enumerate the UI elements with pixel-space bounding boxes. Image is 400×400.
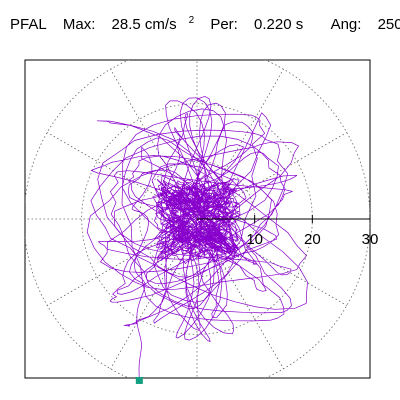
end-marker [135,376,143,384]
markers [135,376,143,384]
station-code: PFAL [10,16,47,33]
max-label: Max: [62,16,96,33]
period-field: Per: 0.220 s [210,16,315,33]
radial-tick-label-30: 30 [362,231,379,248]
max-field: Max: 28.5 cm/s 2 [62,15,195,33]
grid-spoke-210 [46,218,198,306]
angle-field: Ang: 250.7 [331,16,400,33]
ang-label: Ang: [330,16,362,33]
radial-axis: 10 20 30 [197,215,378,248]
per-value: 0.220 s [254,16,304,33]
plot-title: PFAL Max: 28.5 cm/s 2 Per: 0.220 s Ang: 2… [10,15,400,33]
per-label: Per: [210,16,238,33]
grid-spoke-60 [196,68,284,220]
radial-tick-label-20: 20 [304,231,321,248]
motion-trace-line [86,96,308,378]
motion-trace [86,96,308,378]
max-exponent: 2 [188,15,195,26]
radial-tick-label-10: 10 [246,231,263,248]
ang-value: 250.7 [377,16,400,33]
max-value: 28.5 cm/s [111,16,177,33]
